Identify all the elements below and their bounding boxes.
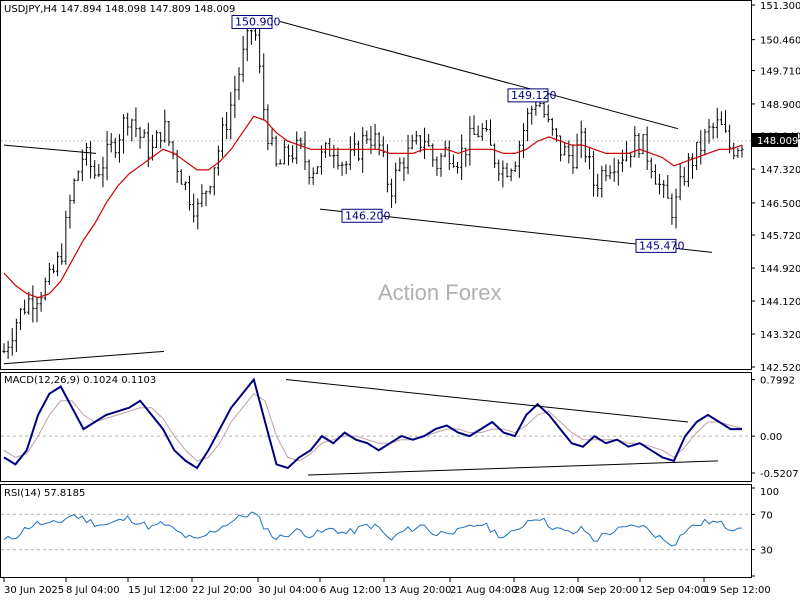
- rsi-tick-label: 30: [760, 546, 773, 557]
- time-tick-label: 12 Sep 04:00: [640, 585, 707, 596]
- macd-signal-line: [3, 393, 743, 462]
- time-tick-label: 30 Jul 04:00: [258, 585, 318, 596]
- time-tick-label: 21 Aug 04:00: [450, 585, 517, 596]
- price-tick-label: 143.320: [760, 330, 800, 341]
- macd-header: MACD(12,26,9) 0.1024 0.1103: [4, 375, 156, 386]
- macd-panel-frame: [0, 372, 752, 482]
- svg-text:148.009: 148.009: [757, 136, 798, 147]
- price-callout-label: 145.470: [639, 239, 685, 252]
- price-tick-label: 144.120: [760, 297, 800, 308]
- price-tick-label: 149.710: [760, 67, 800, 78]
- rsi-panel-frame: [0, 484, 752, 578]
- current-price-tag: 148.009: [752, 133, 798, 147]
- price-callout-box: [635, 238, 677, 253]
- macd-main-line: [3, 377, 742, 470]
- price-tick-label: 150.460: [760, 36, 800, 47]
- price-callout-box: [341, 208, 383, 223]
- rsi-line: [3, 511, 743, 547]
- time-tick-label: 13 Aug 20:00: [384, 585, 451, 596]
- price-tick-label: 142.520: [760, 363, 800, 374]
- time-tick-label: 30 Jun 2025: [4, 585, 64, 596]
- macd-lower-trendline: [307, 460, 719, 476]
- trendlines: [3, 21, 713, 365]
- price-callout-box: [507, 88, 549, 103]
- time-tick-label: 8 Jul 04:00: [66, 585, 120, 596]
- price-callout-box: [231, 14, 273, 29]
- time-tick-label: 4 Sep 20:00: [578, 585, 638, 596]
- price-tick-label: 144.920: [760, 264, 800, 275]
- macd-upper-trendline: [285, 379, 689, 423]
- upper-trendline: [279, 21, 679, 130]
- time-tick-label: 22 Jul 20:00: [192, 585, 252, 596]
- early-support-line: [3, 350, 165, 365]
- price-tick-label: 146.500: [760, 199, 800, 210]
- price-panel-frame: [0, 0, 752, 370]
- price-callout-label: 150.900: [235, 15, 281, 28]
- early-resistance-line: [3, 144, 97, 154]
- price-callout-label: 146.200: [345, 209, 391, 222]
- moving-average-line: [3, 115, 743, 299]
- macd-tick-label: 0.7992: [760, 376, 795, 387]
- time-tick-label: 28 Aug 12:00: [514, 585, 581, 596]
- macd-tick-label: -0.5207: [760, 469, 799, 480]
- time-axis: 30 Jun 2025 8 Jul 04:00 15 Jul 12:00 22 Jul…: [3, 578, 771, 596]
- rsi-tick-label: 100: [760, 487, 779, 498]
- watermark: Action Forex: [378, 280, 502, 305]
- price-tick-label: 148.900: [760, 100, 800, 111]
- rsi-panel: 100 70 30: [1, 487, 779, 577]
- macd-tick-label: 0.00: [760, 432, 782, 443]
- time-tick-label: 15 Jul 12:00: [128, 585, 188, 596]
- price-tick-label: 151.300: [760, 1, 800, 12]
- price-axis: 151.300150.460149.710148.900148.140147.3…: [751, 1, 800, 374]
- price-callout-label: 149.120: [511, 89, 557, 102]
- price-tick-label: 145.720: [760, 231, 800, 242]
- macd-panel: 0.7992 0.00 -0.5207: [1, 376, 799, 480]
- price-tick-label: 147.320: [760, 165, 800, 176]
- candle-series: [2, 21, 744, 359]
- rsi-header: RSI(14) 57.8185: [4, 488, 85, 499]
- time-tick-label: 19 Sep 12:00: [704, 585, 771, 596]
- symbol-header: USDJPY,H4 147.894 148.098 147.809 148.00…: [4, 4, 235, 15]
- rsi-tick-label: 70: [760, 510, 773, 521]
- time-tick-label: 6 Aug 12:00: [320, 585, 381, 596]
- price-callouts: 150.900 149.120 146.200 145.470: [231, 14, 685, 253]
